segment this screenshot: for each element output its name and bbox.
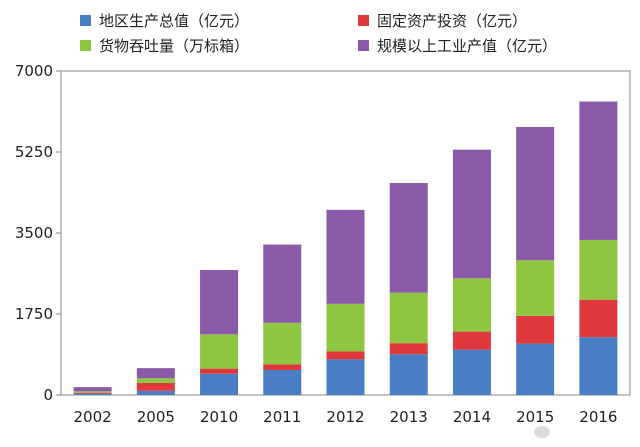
- bar-segment: [73, 391, 112, 393]
- legend-swatch: [80, 40, 91, 51]
- x-tick-label: 2012: [326, 408, 364, 426]
- bar-segment: [326, 351, 365, 360]
- bar-segment: [136, 368, 175, 379]
- bar-segment: [579, 101, 618, 240]
- y-tick-label: 0: [43, 386, 53, 404]
- bar-segment: [452, 331, 491, 350]
- legend-item: 固定资产投资（亿元）: [358, 10, 527, 31]
- bar-segment: [516, 315, 555, 344]
- y-tick-label: 5250: [15, 143, 53, 161]
- y-axis: 0 1750 3500 5250 7000: [15, 62, 61, 404]
- x-tick-label: 2010: [200, 408, 238, 426]
- bar-segment: [579, 337, 618, 395]
- bar-segment: [389, 343, 428, 355]
- bar-segment: [200, 373, 239, 395]
- bar-segment: [389, 183, 428, 293]
- bars: [73, 101, 618, 395]
- legend-item: 规模以上工业产值（亿元）: [358, 35, 557, 56]
- y-tick-label: 3500: [15, 224, 53, 242]
- x-tick-label: 2005: [137, 408, 175, 426]
- bar-segment: [326, 303, 365, 352]
- legend-swatch: [80, 15, 91, 26]
- x-tick-label: 2013: [390, 408, 428, 426]
- y-tick-label: 7000: [15, 62, 53, 80]
- watermark: 星星说看技市: [533, 422, 632, 441]
- bar-segment: [516, 260, 555, 316]
- legend-label: 规模以上工业产值（亿元）: [377, 37, 558, 55]
- bar-segment: [326, 359, 365, 395]
- legend: 地区生产总值（亿元） 固定资产投资（亿元） 货物吞吐量（万标箱） 规模以上工业产值（亿…: [80, 10, 600, 58]
- legend-item: 货物吞吐量（万标箱）: [80, 35, 249, 56]
- bar-segment: [73, 387, 112, 392]
- bar-segment: [326, 209, 365, 304]
- legend-swatch: [358, 40, 369, 51]
- x-tick-label: 2014: [453, 408, 491, 426]
- x-tick-label: 2015: [516, 408, 554, 426]
- bar-segment: [200, 334, 239, 369]
- bar-segment: [579, 239, 618, 300]
- y-tick-label: 1750: [15, 305, 53, 323]
- bar-segment: [516, 127, 555, 261]
- bar-segment: [263, 244, 302, 323]
- bar-segment: [200, 368, 239, 374]
- bar-segment: [389, 292, 428, 344]
- legend-label: 固定资产投资（亿元）: [377, 12, 528, 30]
- legend-item: 地区生产总值（亿元）: [80, 10, 249, 31]
- bar-segment: [452, 278, 491, 332]
- bar-segment: [263, 322, 302, 365]
- bar-segment: [136, 378, 175, 383]
- x-tick-label: 2016: [579, 408, 617, 426]
- bar-segment: [579, 299, 618, 338]
- watermark-text: 星星说看技市: [553, 426, 632, 441]
- x-tick-label: 2011: [263, 408, 301, 426]
- bar-segment: [136, 390, 175, 395]
- x-axis: 2002 2005 2010 2011 2012 2013 2014 2015 2016: [74, 408, 618, 426]
- bar-segment: [389, 354, 428, 395]
- bar-segment: [452, 349, 491, 395]
- x-tick-label: 2002: [74, 408, 112, 426]
- bar-segment: [452, 149, 491, 279]
- legend-swatch: [358, 15, 369, 26]
- legend-label: 货物吞吐量（万标箱）: [99, 37, 250, 55]
- bar-segment: [136, 382, 175, 391]
- bar-segment: [516, 343, 555, 395]
- wechat-icon: [533, 425, 550, 438]
- bar-segment: [263, 364, 302, 371]
- bar-segment: [200, 270, 239, 335]
- bar-segment: [73, 392, 112, 394]
- bar-segment: [263, 370, 302, 395]
- legend-label: 地区生产总值（亿元）: [99, 12, 250, 30]
- bar-segment: [73, 393, 112, 395]
